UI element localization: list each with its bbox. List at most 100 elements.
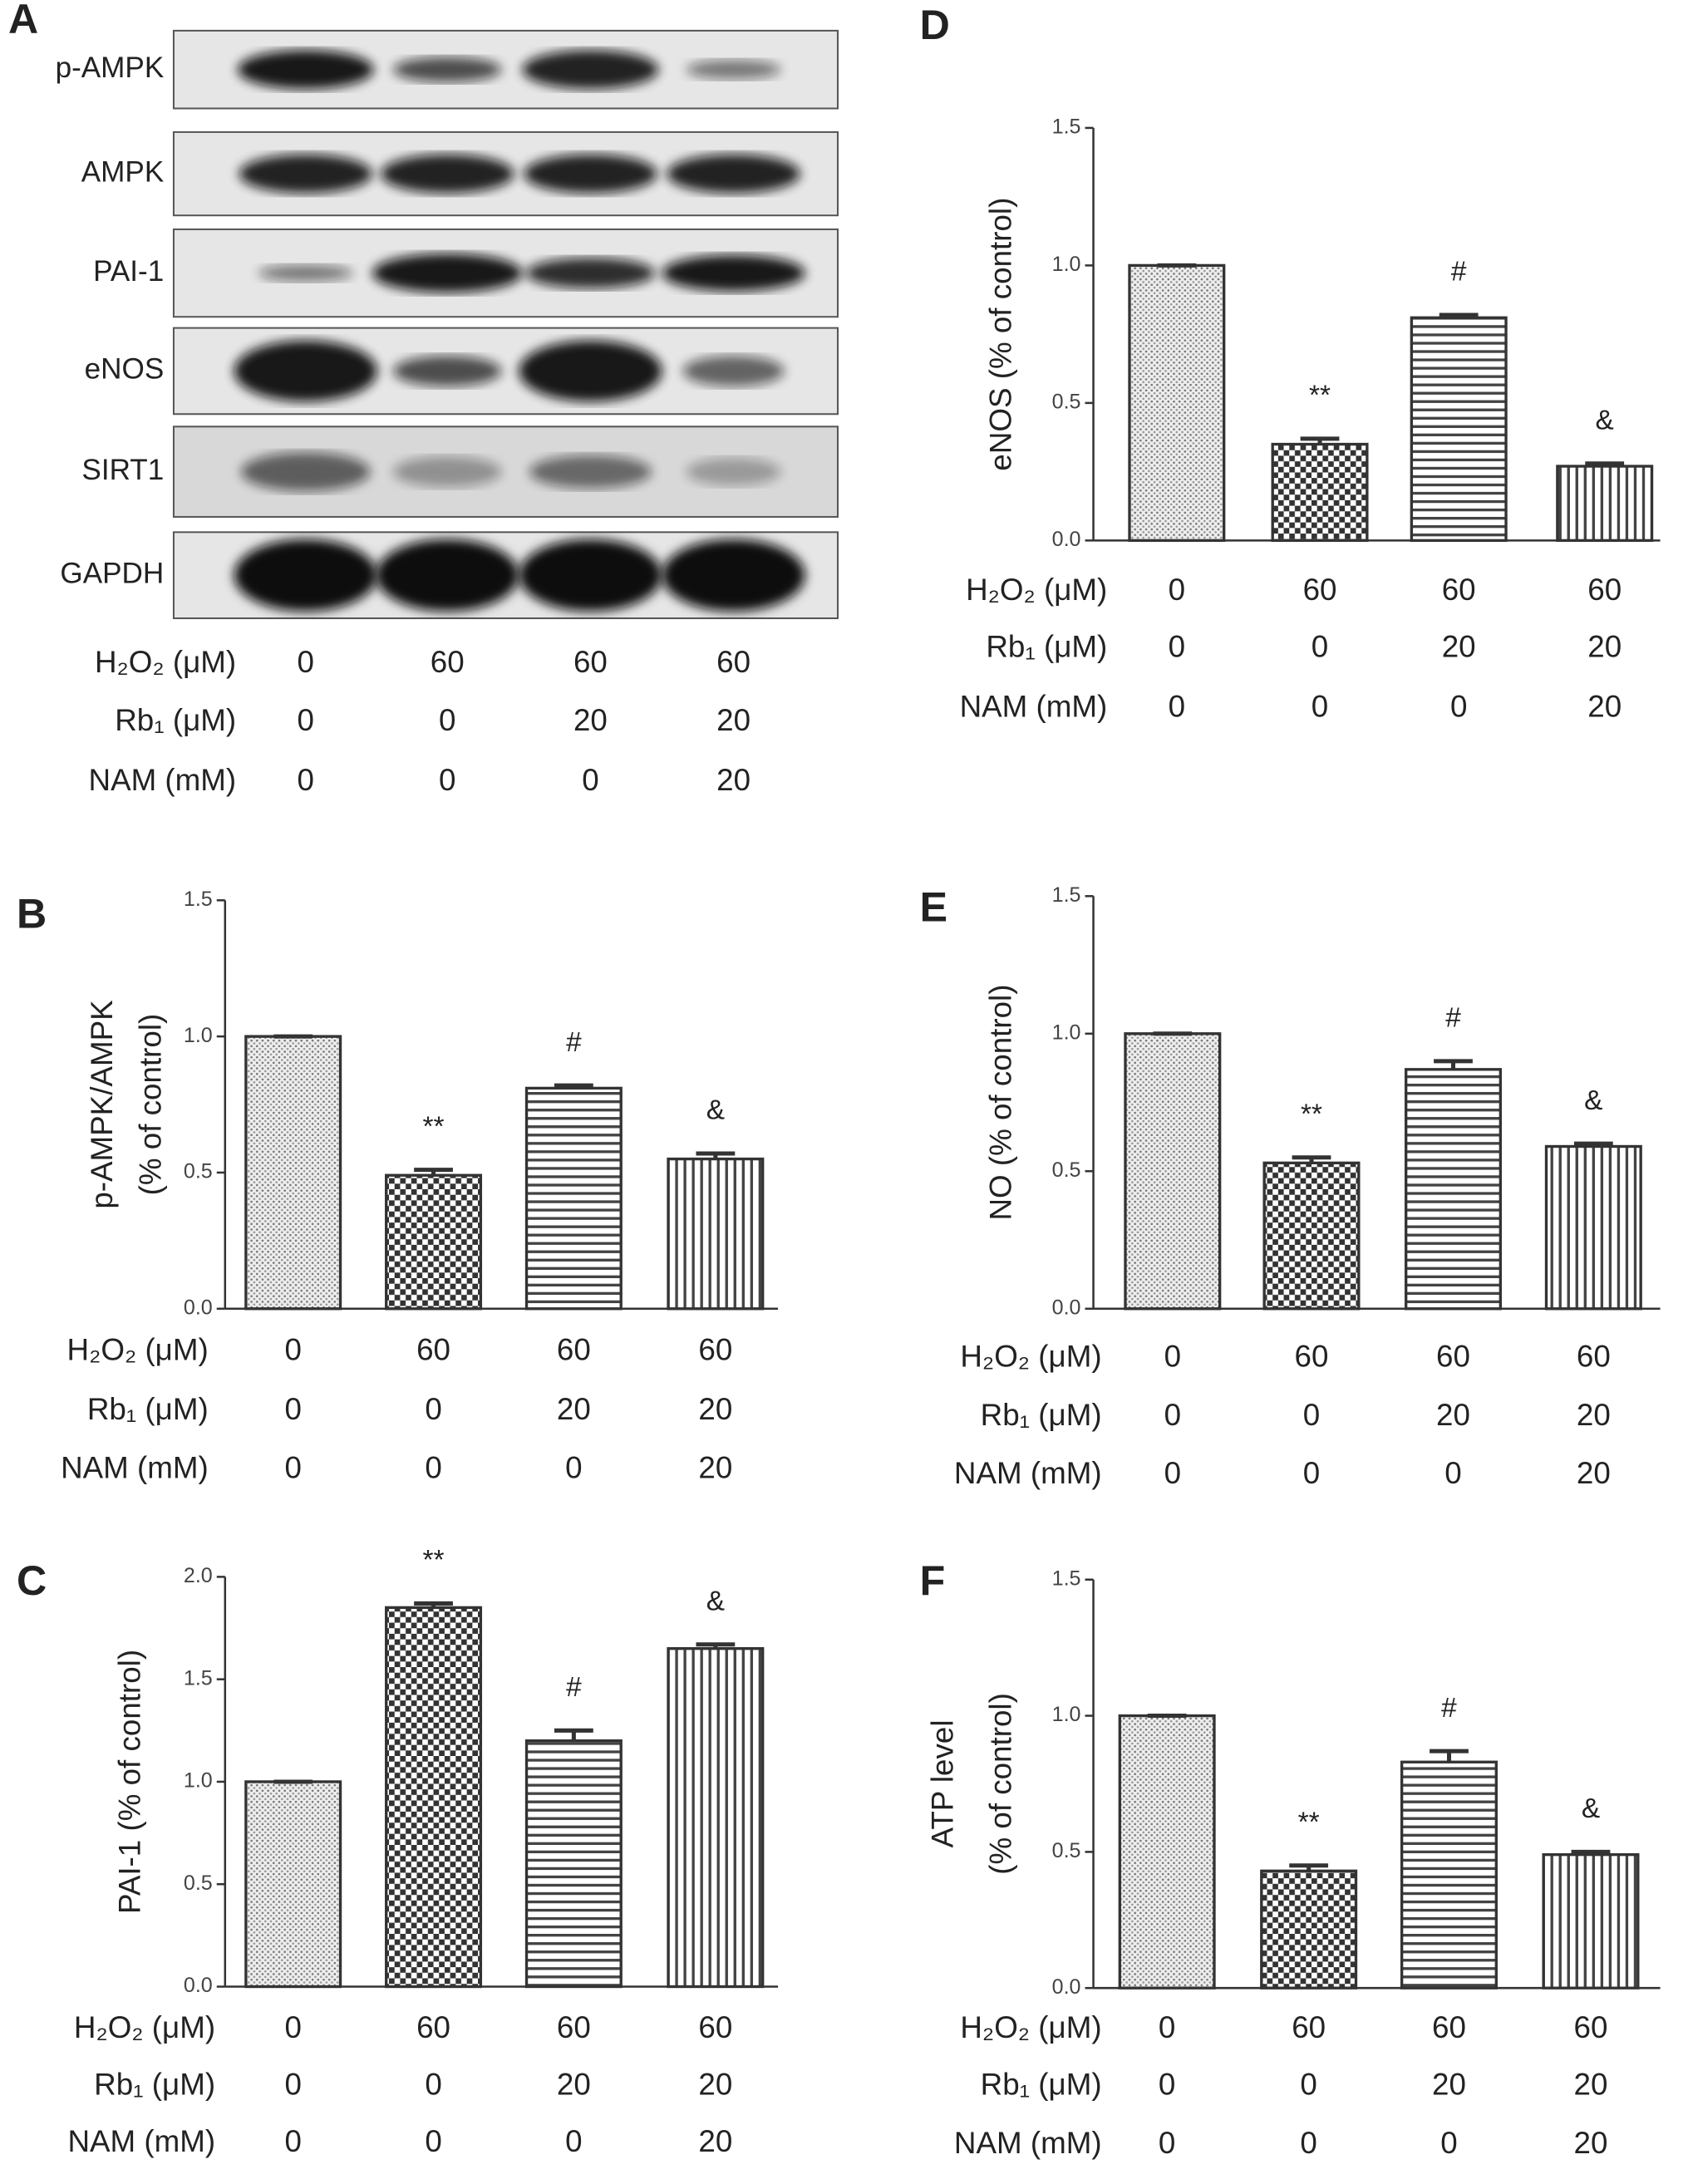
y-axis-label: eNOS (% of control) — [984, 198, 1018, 471]
significance-mark: ** — [1301, 1099, 1322, 1129]
band-label: SIRT1 — [81, 454, 164, 486]
condition-value: 0 — [1164, 1398, 1181, 1432]
bar — [1542, 1852, 1640, 1990]
condition-label: Rb₁ (μM) — [981, 1398, 1102, 1432]
bar — [1271, 442, 1369, 543]
condition-value: 0 — [1164, 1456, 1181, 1490]
condition-label: H₂O₂ (μM) — [960, 2010, 1101, 2044]
condition-value: 20 — [1587, 689, 1622, 723]
condition-value: 0 — [1169, 573, 1185, 607]
significance-mark: & — [706, 1095, 725, 1126]
blot-band — [525, 258, 656, 288]
condition-label: H₂O₂ (μM) — [960, 1340, 1101, 1374]
condition-value: 60 — [557, 2010, 591, 2044]
bar — [667, 1157, 765, 1311]
condition-value: 0 — [425, 1392, 441, 1426]
y-tick-label: 0.0 — [184, 1296, 213, 1319]
bar — [385, 1606, 483, 1989]
condition-label: NAM (mM) — [61, 1450, 209, 1484]
condition-label: Rb₁ (μM) — [986, 629, 1107, 663]
blot-band — [258, 264, 353, 282]
condition-value: 0 — [1159, 2126, 1175, 2160]
blot-band — [239, 154, 372, 194]
condition-value: 20 — [698, 2068, 732, 2102]
y-tick-label: 1.0 — [1052, 1021, 1081, 1044]
condition-value: 60 — [698, 2010, 732, 2044]
error-bar — [554, 1728, 593, 1741]
blot-band — [682, 356, 785, 386]
condition-label: H₂O₂ (μM) — [966, 573, 1107, 607]
bar — [524, 1739, 623, 1989]
condition-value: 0 — [1159, 2068, 1175, 2102]
y-axis-label: PAI-1 (% of control) — [113, 1650, 147, 1914]
band-label: AMPK — [81, 155, 165, 188]
band-label: PAI-1 — [93, 255, 164, 288]
condition-value: 60 — [431, 645, 465, 679]
condition-value: 20 — [716, 703, 750, 737]
condition-value: 0 — [1440, 2126, 1457, 2160]
condition-value: 60 — [1577, 1340, 1611, 1374]
condition-value: 20 — [557, 2068, 591, 2102]
error-bar — [1439, 312, 1479, 318]
blot-band — [662, 254, 805, 292]
condition-label: NAM (mM) — [67, 2124, 215, 2158]
condition-value: 0 — [298, 763, 314, 797]
y-tick-label: 1.0 — [184, 1024, 213, 1047]
condition-value: 20 — [1574, 2068, 1608, 2102]
error-bar — [1571, 1849, 1611, 1855]
condition-value: 0 — [565, 2124, 582, 2158]
error-bar — [696, 1151, 736, 1159]
condition-value: 20 — [698, 1450, 732, 1484]
bar — [1556, 465, 1654, 543]
condition-label: Rb₁ (μM) — [981, 2068, 1102, 2102]
blot-band — [393, 456, 502, 488]
condition-label: H₂O₂ (μM) — [67, 1332, 209, 1366]
significance-mark: # — [1451, 257, 1467, 288]
condition-value: 20 — [698, 2124, 732, 2158]
condition-value: 60 — [416, 2010, 450, 2044]
y-tick-label: 1.5 — [1052, 116, 1081, 139]
condition-value: 0 — [284, 1332, 301, 1366]
condition-value: 20 — [1574, 2126, 1608, 2160]
condition-label: H₂O₂ (μM) — [74, 2010, 215, 2044]
condition-value: 0 — [284, 2124, 301, 2158]
panel-letter: D — [920, 2, 950, 48]
condition-value: 60 — [1574, 2010, 1608, 2044]
condition-value: 0 — [425, 1450, 441, 1484]
bar — [667, 1647, 765, 1989]
condition-value: 20 — [1436, 1398, 1470, 1432]
panel-letter: E — [920, 883, 947, 930]
condition-value: 0 — [1159, 2010, 1175, 2044]
condition-value: 0 — [1444, 1456, 1461, 1490]
blot-band — [524, 154, 657, 194]
significance-mark: & — [1584, 1085, 1602, 1116]
condition-value: 20 — [557, 1392, 591, 1426]
error-bar — [414, 1601, 453, 1608]
condition-value: 20 — [1442, 629, 1476, 663]
error-bar — [1585, 461, 1625, 467]
condition-value: 60 — [716, 645, 750, 679]
significance-mark: & — [1582, 1793, 1600, 1824]
condition-value: 0 — [1303, 1398, 1320, 1432]
panel-letter: F — [920, 1557, 946, 1604]
blot-band — [522, 50, 659, 90]
condition-label: Rb₁ (μM) — [94, 2068, 215, 2102]
y-axis-label: (% of control) — [134, 1014, 168, 1196]
blot-band — [662, 539, 805, 612]
blot-band — [234, 340, 377, 402]
error-bar — [1573, 1141, 1613, 1147]
bar — [1400, 1760, 1498, 1990]
blot-band — [519, 539, 662, 612]
condition-value: 60 — [1432, 2010, 1466, 2044]
condition-value: 60 — [416, 1332, 450, 1366]
significance-mark: # — [566, 1672, 582, 1703]
condition-value: 20 — [1577, 1398, 1611, 1432]
condition-value: 0 — [1169, 629, 1185, 663]
condition-value: 0 — [1169, 689, 1185, 723]
y-tick-label: 0.5 — [184, 1872, 213, 1895]
panel-letter: C — [17, 1557, 47, 1604]
significance-mark: # — [1445, 1003, 1461, 1034]
significance-mark: ** — [1309, 381, 1331, 411]
condition-label: Rb₁ (μM) — [115, 703, 236, 737]
condition-value: 60 — [1442, 573, 1476, 607]
